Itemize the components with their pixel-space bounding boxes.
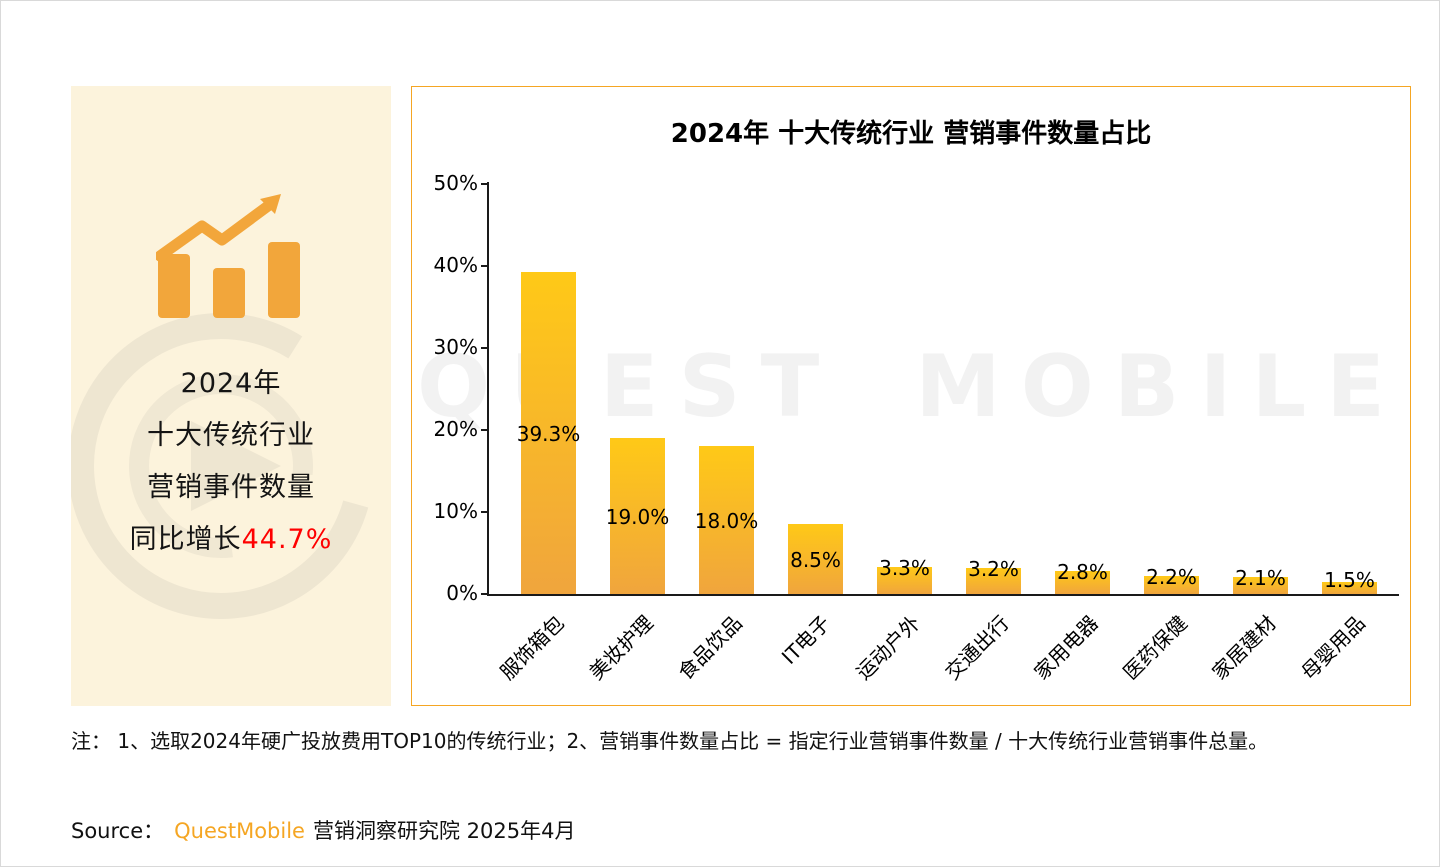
bar-美妆护理 bbox=[610, 438, 665, 594]
bar-value-label: 39.3% bbox=[516, 422, 581, 446]
y-axis-tick bbox=[481, 429, 488, 431]
x-axis-label: 运动户外 bbox=[850, 610, 925, 685]
source-brand: QuestMobile bbox=[174, 819, 305, 843]
x-axis-label: 食品饮品 bbox=[672, 610, 747, 685]
bar-slot: 39.3% 服饰箱包 bbox=[495, 184, 593, 684]
bar-slot: 3.2% 交通出行 bbox=[940, 184, 1038, 684]
summary-line-industries: 十大传统行业 bbox=[147, 420, 315, 451]
bar-slot: 19.0% 美妆护理 bbox=[584, 184, 682, 684]
bar-slot: 18.0% 食品饮品 bbox=[673, 184, 771, 684]
bar-slot: 3.3% 运动户外 bbox=[851, 184, 949, 684]
bar-chart-growth-icon bbox=[156, 194, 300, 318]
bar-value-label: 3.2% bbox=[968, 557, 1019, 581]
summary-line-events: 营销事件数量 bbox=[147, 472, 315, 503]
source-label: Source： bbox=[71, 819, 165, 843]
x-axis-label: 美妆护理 bbox=[583, 610, 658, 685]
x-axis-label: 母婴用品 bbox=[1295, 610, 1370, 685]
x-axis-label: 医药保健 bbox=[1117, 610, 1192, 685]
x-axis-label: 家用电器 bbox=[1028, 610, 1103, 685]
x-axis-label: IT电子 bbox=[777, 610, 836, 669]
bar-家居建材 bbox=[1233, 577, 1288, 594]
y-axis-label: 10% bbox=[433, 499, 478, 523]
summary-text: 2024年 十大传统行业 营销事件数量 同比增长44.7% bbox=[71, 358, 391, 566]
bar-chart: 0% 10% 20% 30% 40% 50% 39.3% 服饰箱包 19.0% 美妆护理 18.0%… bbox=[412, 87, 1410, 705]
bar-value-label: 2.2% bbox=[1146, 565, 1197, 589]
chart-panel: QUEST MOBILE 2024年 十大传统行业 营销事件数量占比 0% 10%… bbox=[411, 86, 1411, 706]
source-rest: 营销洞察研究院 2025年4月 bbox=[312, 819, 576, 843]
summary-line-year: 2024年 bbox=[180, 368, 282, 399]
bar-slot: 1.5% 母婴用品 bbox=[1296, 184, 1394, 684]
x-axis-label: 交通出行 bbox=[939, 610, 1014, 685]
bar-slot: 2.8% 家用电器 bbox=[1029, 184, 1127, 684]
growth-prefix: 同比增长 bbox=[129, 524, 242, 555]
x-axis-line bbox=[487, 594, 1399, 596]
bar-value-label: 18.0% bbox=[694, 509, 759, 533]
bar-value-label: 3.3% bbox=[879, 556, 930, 580]
footnote: 注： 1、选取2024年硬广投放费用TOP10的传统行业；2、营销事件数量占比 … bbox=[71, 729, 1269, 753]
bar-slot: 2.1% 家居建材 bbox=[1207, 184, 1305, 684]
chart-title: 2024年 十大传统行业 营销事件数量占比 bbox=[670, 119, 1152, 149]
bar-slot: 2.2% 医药保健 bbox=[1118, 184, 1216, 684]
bar-value-label: 2.1% bbox=[1235, 566, 1286, 590]
bar-value-label: 8.5% bbox=[790, 548, 841, 572]
y-axis-tick bbox=[481, 511, 488, 513]
bar-slot: 8.5% IT电子 bbox=[771, 184, 860, 669]
bar-value-label: 1.5% bbox=[1324, 568, 1375, 592]
bar-IT电子 bbox=[788, 524, 843, 594]
y-axis-label: 0% bbox=[446, 581, 478, 605]
growth-value: 44.7% bbox=[241, 524, 333, 555]
y-axis-tick bbox=[481, 265, 488, 267]
y-axis-tick bbox=[481, 593, 488, 595]
summary-growth-line: 同比增长44.7% bbox=[71, 514, 391, 566]
bar-value-label: 19.0% bbox=[605, 505, 670, 529]
source-line: Source： QuestMobile 营销洞察研究院 2025年4月 bbox=[71, 815, 575, 845]
questmobile-logo-watermark-icon bbox=[71, 313, 374, 619]
y-axis-label: 30% bbox=[433, 335, 478, 359]
y-axis-label: 20% bbox=[433, 417, 478, 441]
bar-食品饮品 bbox=[699, 446, 754, 594]
y-axis-label: 50% bbox=[433, 171, 478, 195]
y-axis-tick bbox=[481, 347, 488, 349]
bar-运动户外 bbox=[877, 567, 932, 594]
bar-交通出行 bbox=[966, 568, 1021, 594]
y-axis-label: 40% bbox=[433, 253, 478, 277]
x-axis-label: 服饰箱包 bbox=[494, 610, 569, 685]
summary-panel: 2024年 十大传统行业 营销事件数量 同比增长44.7% bbox=[71, 86, 391, 706]
bar-家用电器 bbox=[1055, 571, 1110, 594]
bar-服饰箱包 bbox=[521, 272, 576, 594]
y-axis-line bbox=[487, 182, 489, 596]
x-axis-label: 家居建材 bbox=[1206, 610, 1281, 685]
bar-母婴用品 bbox=[1322, 582, 1377, 594]
bar-医药保健 bbox=[1144, 576, 1199, 594]
y-axis-tick bbox=[481, 183, 488, 185]
bar-value-label: 2.8% bbox=[1057, 560, 1108, 584]
